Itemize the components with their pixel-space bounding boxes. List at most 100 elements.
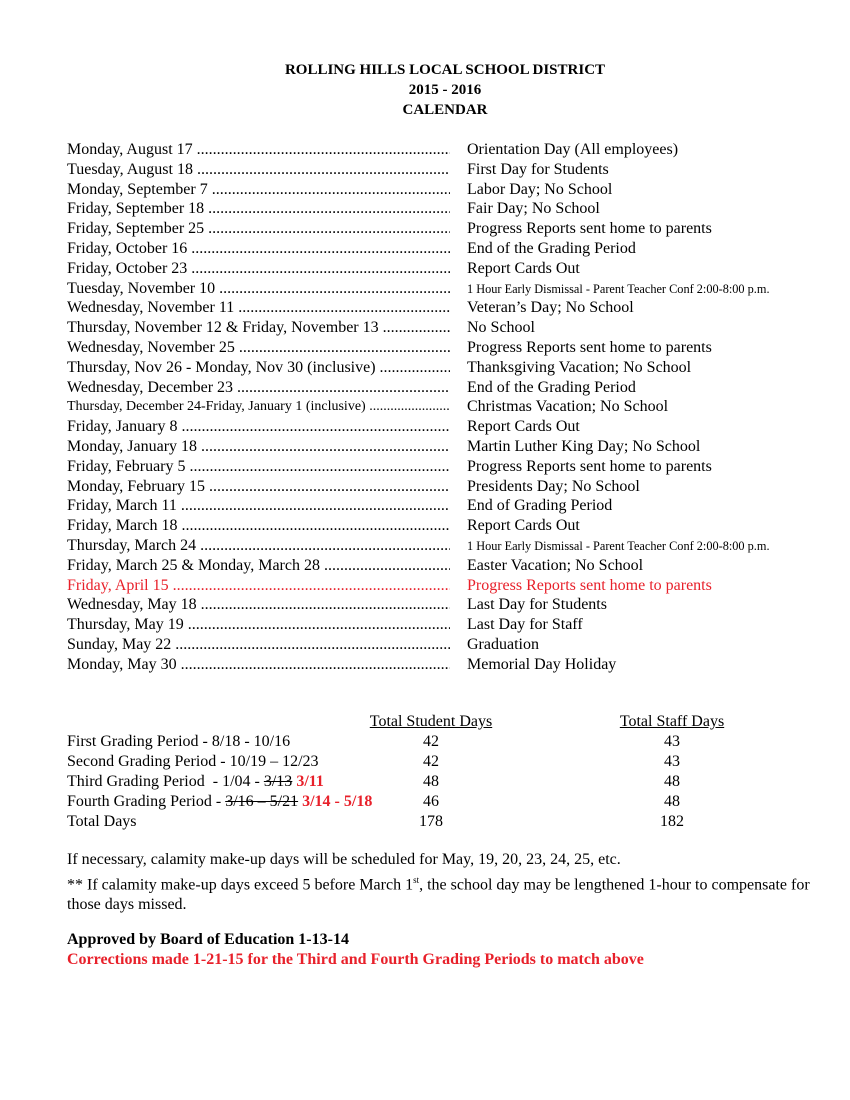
event-date: Friday, March 18 bbox=[67, 516, 450, 536]
student-days: 48 bbox=[423, 773, 439, 790]
superscript: st bbox=[413, 875, 420, 885]
event-description: Progress Reports sent home to parents bbox=[467, 576, 712, 594]
student-days-header: Total Student Days bbox=[369, 713, 493, 730]
event-date: Monday, September 7 bbox=[67, 180, 450, 200]
event-row: Friday, January 8 Report Cards Out bbox=[67, 417, 827, 437]
grading-period-row: Fourth Grading Period - 3/16 – 5/21 3/14… bbox=[67, 792, 827, 812]
event-row: Monday, September 7 Labor Day; No School bbox=[67, 180, 827, 200]
event-row: Thursday, Nov 26 - Monday, Nov 30 (inclu… bbox=[67, 358, 827, 378]
event-row: Sunday, May 22 Graduation bbox=[67, 635, 827, 655]
event-date: Monday, January 18 bbox=[67, 437, 450, 457]
event-row: Thursday, May 19 Last Day for Staff bbox=[67, 615, 827, 635]
lengthen-text: ** If calamity make-up days exceed 5 bef… bbox=[67, 876, 414, 894]
student-days: 178 bbox=[419, 813, 443, 830]
event-date: Wednesday, May 18 bbox=[67, 595, 450, 615]
grading-period-row: First Grading Period - 8/18 - 10/16 42 43 bbox=[67, 732, 827, 752]
event-row: Wednesday, May 18 Last Day for Students bbox=[67, 595, 827, 615]
staff-days-header: Total Staff Days bbox=[619, 713, 725, 730]
approval-note: Approved by Board of Education 1-13-14 bbox=[67, 931, 349, 948]
event-date: Thursday, March 24 bbox=[67, 536, 450, 556]
event-date: Friday, October 23 bbox=[67, 259, 450, 279]
event-description: Progress Reports sent home to parents bbox=[467, 457, 712, 475]
event-row: Wednesday, November 25 Progress Reports s… bbox=[67, 338, 827, 358]
document-title: CALENDAR bbox=[402, 102, 488, 118]
staff-days: 43 bbox=[664, 733, 680, 750]
event-description: Report Cards Out bbox=[467, 418, 580, 436]
event-date: Wednesday, November 25 bbox=[67, 338, 450, 358]
event-description: 1 Hour Early Dismissal - Parent Teacher … bbox=[467, 281, 770, 296]
staff-days: 182 bbox=[660, 813, 684, 830]
event-description: Progress Reports sent home to parents bbox=[467, 220, 712, 238]
staff-days: 48 bbox=[664, 773, 680, 790]
period-label: Second Grading Period - 10/19 – 12/23 bbox=[67, 753, 319, 770]
corrected-date: 3/14 - 5/18 bbox=[302, 793, 373, 810]
event-description: No School bbox=[467, 319, 535, 337]
event-row: Wednesday, December 23 End of the Grading… bbox=[67, 378, 827, 398]
event-date: Thursday, December 24-Friday, January 1 … bbox=[67, 397, 450, 417]
struck-date: 3/13 bbox=[263, 773, 293, 790]
event-date: Friday, September 18 bbox=[67, 199, 450, 219]
event-date: Monday, May 30 bbox=[67, 655, 450, 675]
event-row: Friday, September 25 Progress Reports sen… bbox=[67, 219, 827, 239]
event-date: Sunday, May 22 bbox=[67, 635, 450, 655]
period-label: Total Days bbox=[67, 813, 137, 830]
student-days: 46 bbox=[423, 793, 439, 810]
event-row: Friday, April 15 Progress Reports sent ho… bbox=[67, 576, 827, 596]
staff-days: 43 bbox=[664, 753, 680, 770]
student-days: 42 bbox=[423, 733, 439, 750]
event-description: Easter Vacation; No School bbox=[467, 556, 644, 574]
event-row: Friday, March 11 End of Grading Period bbox=[67, 496, 827, 516]
event-description: End of the Grading Period bbox=[467, 240, 636, 257]
event-row: Tuesday, November 10 1 Hour Early Dismiss… bbox=[67, 279, 827, 299]
event-date: Friday, March 25 & Monday, March 28 bbox=[67, 556, 450, 576]
event-date: Friday, January 8 bbox=[67, 417, 450, 437]
event-row: Friday, October 23 Report Cards Out bbox=[67, 259, 827, 279]
corrected-date: 3/11 bbox=[296, 773, 324, 790]
event-row: Thursday, November 12 & Friday, November… bbox=[67, 318, 827, 338]
event-row: Monday, May 30 Memorial Day Holiday bbox=[67, 655, 827, 675]
calamity-note: If necessary, calamity make-up days will… bbox=[67, 851, 621, 868]
grading-period-table: Total Student Days Total Staff Days Firs… bbox=[67, 712, 827, 832]
event-date: Wednesday, December 23 bbox=[67, 378, 450, 398]
event-date: Monday, February 15 bbox=[67, 477, 450, 497]
event-description: Martin Luther King Day; No School bbox=[467, 438, 701, 455]
student-days: 42 bbox=[423, 753, 439, 770]
event-row: Friday, February 5 Progress Reports sent … bbox=[67, 457, 827, 477]
event-description: Report Cards Out bbox=[467, 259, 580, 277]
period-label: Fourth Grading Period - bbox=[67, 793, 226, 810]
event-row: Tuesday, August 18 First Day for Students bbox=[67, 160, 827, 180]
event-description: 1 Hour Early Dismissal - Parent Teacher … bbox=[467, 539, 770, 553]
event-row: Monday, February 15 Presidents Day; No Sc… bbox=[67, 477, 827, 497]
event-row: Monday, August 17 Orientation Day (All em… bbox=[67, 140, 827, 160]
event-description: Fair Day; No School bbox=[467, 200, 600, 218]
event-date: Thursday, May 19 bbox=[67, 615, 450, 635]
lengthen-note: ** If calamity make-up days exceed 5 bef… bbox=[67, 870, 827, 915]
staff-days: 48 bbox=[664, 793, 680, 810]
event-date: Friday, September 25 bbox=[67, 219, 450, 239]
event-description: Last Day for Staff bbox=[467, 616, 583, 634]
event-description: Report Cards Out bbox=[467, 517, 580, 535]
district-name: ROLLING HILLS LOCAL SCHOOL DISTRICT bbox=[284, 62, 606, 78]
event-row: Friday, September 18 Fair Day; No School bbox=[67, 199, 827, 219]
event-row: Friday, October 16 End of the Grading Per… bbox=[67, 239, 827, 259]
event-date: Thursday, November 12 & Friday, November… bbox=[67, 318, 450, 338]
event-date: Friday, October 16 bbox=[67, 239, 450, 259]
event-description: First Day for Students bbox=[467, 160, 609, 178]
event-description: Veteran’s Day; No School bbox=[467, 299, 634, 317]
event-date: Thursday, Nov 26 - Monday, Nov 30 (inclu… bbox=[67, 358, 450, 378]
lengthen-text-end: , the school day may be lengthened 1-hou… bbox=[67, 876, 810, 914]
event-date: Monday, August 17 bbox=[67, 140, 450, 160]
event-row: Monday, January 18 Martin Luther King Day… bbox=[67, 437, 827, 457]
grading-period-row: Third Grading Period - 1/04 - 3/13 3/11 4… bbox=[67, 772, 827, 792]
period-label: Third Grading Period - 1/04 - bbox=[67, 773, 264, 790]
corrections-note: Corrections made 1-21-15 for the Third a… bbox=[67, 951, 644, 968]
struck-date: 3/16 – 5/21 bbox=[225, 793, 299, 810]
event-description: End of Grading Period bbox=[467, 497, 613, 515]
event-description: Memorial Day Holiday bbox=[467, 655, 617, 673]
event-description: End of the Grading Period bbox=[467, 378, 636, 396]
event-date: Friday, February 5 bbox=[67, 457, 450, 477]
event-date: Tuesday, August 18 bbox=[67, 160, 450, 180]
event-description: Presidents Day; No School bbox=[467, 477, 640, 495]
event-description: Progress Reports sent home to parents bbox=[467, 339, 712, 356]
period-label: First Grading Period - 8/18 - 10/16 bbox=[67, 733, 291, 750]
